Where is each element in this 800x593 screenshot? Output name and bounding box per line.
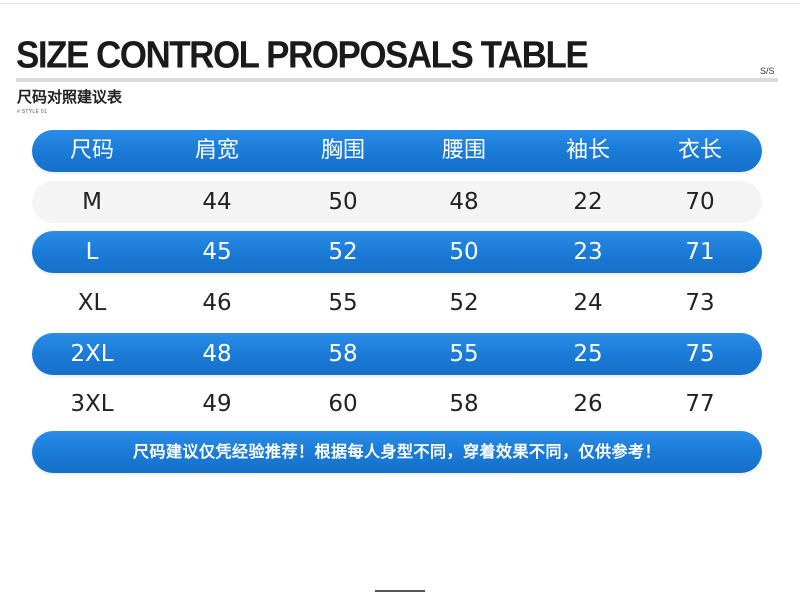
table-row: 3XL 49 60 58 26 77 — [32, 383, 762, 425]
value-cell: 48 — [202, 341, 232, 367]
value-cell: 77 — [685, 391, 715, 417]
style-code: # STYLE 01 — [17, 109, 47, 115]
header-shoulder: 肩宽 — [194, 138, 239, 163]
value-cell: 60 — [328, 391, 358, 417]
disclaimer-banner: 尺码建议仅凭经验推荐！根据每人身型不同，穿着效果不同，仅供参考！ — [32, 431, 762, 473]
value-cell: 50 — [328, 189, 358, 215]
page-subtitle: 尺码对照建议表 — [17, 88, 123, 106]
size-cell: XL — [77, 290, 107, 316]
header-size: 尺码 — [69, 138, 114, 163]
value-cell: 48 — [449, 189, 479, 215]
value-cell: 55 — [328, 290, 358, 316]
value-cell: 58 — [449, 391, 479, 417]
size-cell: M — [82, 189, 102, 215]
value-cell: 24 — [573, 290, 603, 316]
size-cell: 2XL — [70, 341, 114, 367]
header-sleeve: 袖长 — [565, 138, 610, 163]
value-cell: 73 — [685, 290, 715, 316]
table-row: M 44 50 48 22 70 — [32, 181, 762, 223]
value-cell: 23 — [573, 239, 603, 265]
top-divider — [0, 3, 800, 4]
disclaimer-text: 尺码建议仅凭经验推荐！根据每人身型不同，穿着效果不同，仅供参考！ — [132, 442, 661, 461]
table-header: 尺码 肩宽 胸围 腰围 袖长 衣长 — [32, 130, 762, 172]
value-cell: 55 — [449, 341, 479, 367]
header-chest: 胸围 — [320, 138, 365, 163]
bottom-divider — [375, 590, 425, 592]
page-title: SIZE CONTROL PROPOSALS TABLE — [16, 34, 589, 77]
value-cell: 45 — [202, 239, 232, 265]
value-cell: 22 — [573, 189, 603, 215]
value-cell: 52 — [449, 290, 479, 316]
value-cell: 50 — [449, 239, 479, 265]
table-row: 2XL 48 58 55 25 75 — [32, 333, 762, 375]
table-row: L 45 52 50 23 71 — [32, 231, 762, 273]
title-underline — [16, 78, 778, 82]
table-row: XL 46 55 52 24 73 — [32, 282, 762, 324]
value-cell: 75 — [685, 341, 715, 367]
header-waist: 腰围 — [441, 138, 486, 163]
value-cell: 71 — [685, 239, 715, 265]
header-length: 衣长 — [677, 138, 722, 163]
value-cell: 52 — [328, 239, 358, 265]
value-cell: 26 — [573, 391, 603, 417]
value-cell: 49 — [202, 391, 232, 417]
value-cell: 58 — [328, 341, 358, 367]
size-cell: 3XL — [70, 391, 114, 417]
value-cell: 46 — [202, 290, 232, 316]
size-cell: L — [85, 239, 99, 265]
value-cell: 70 — [685, 189, 715, 215]
value-cell: 25 — [573, 341, 603, 367]
season-label: S/S — [760, 66, 775, 76]
value-cell: 44 — [202, 189, 232, 215]
